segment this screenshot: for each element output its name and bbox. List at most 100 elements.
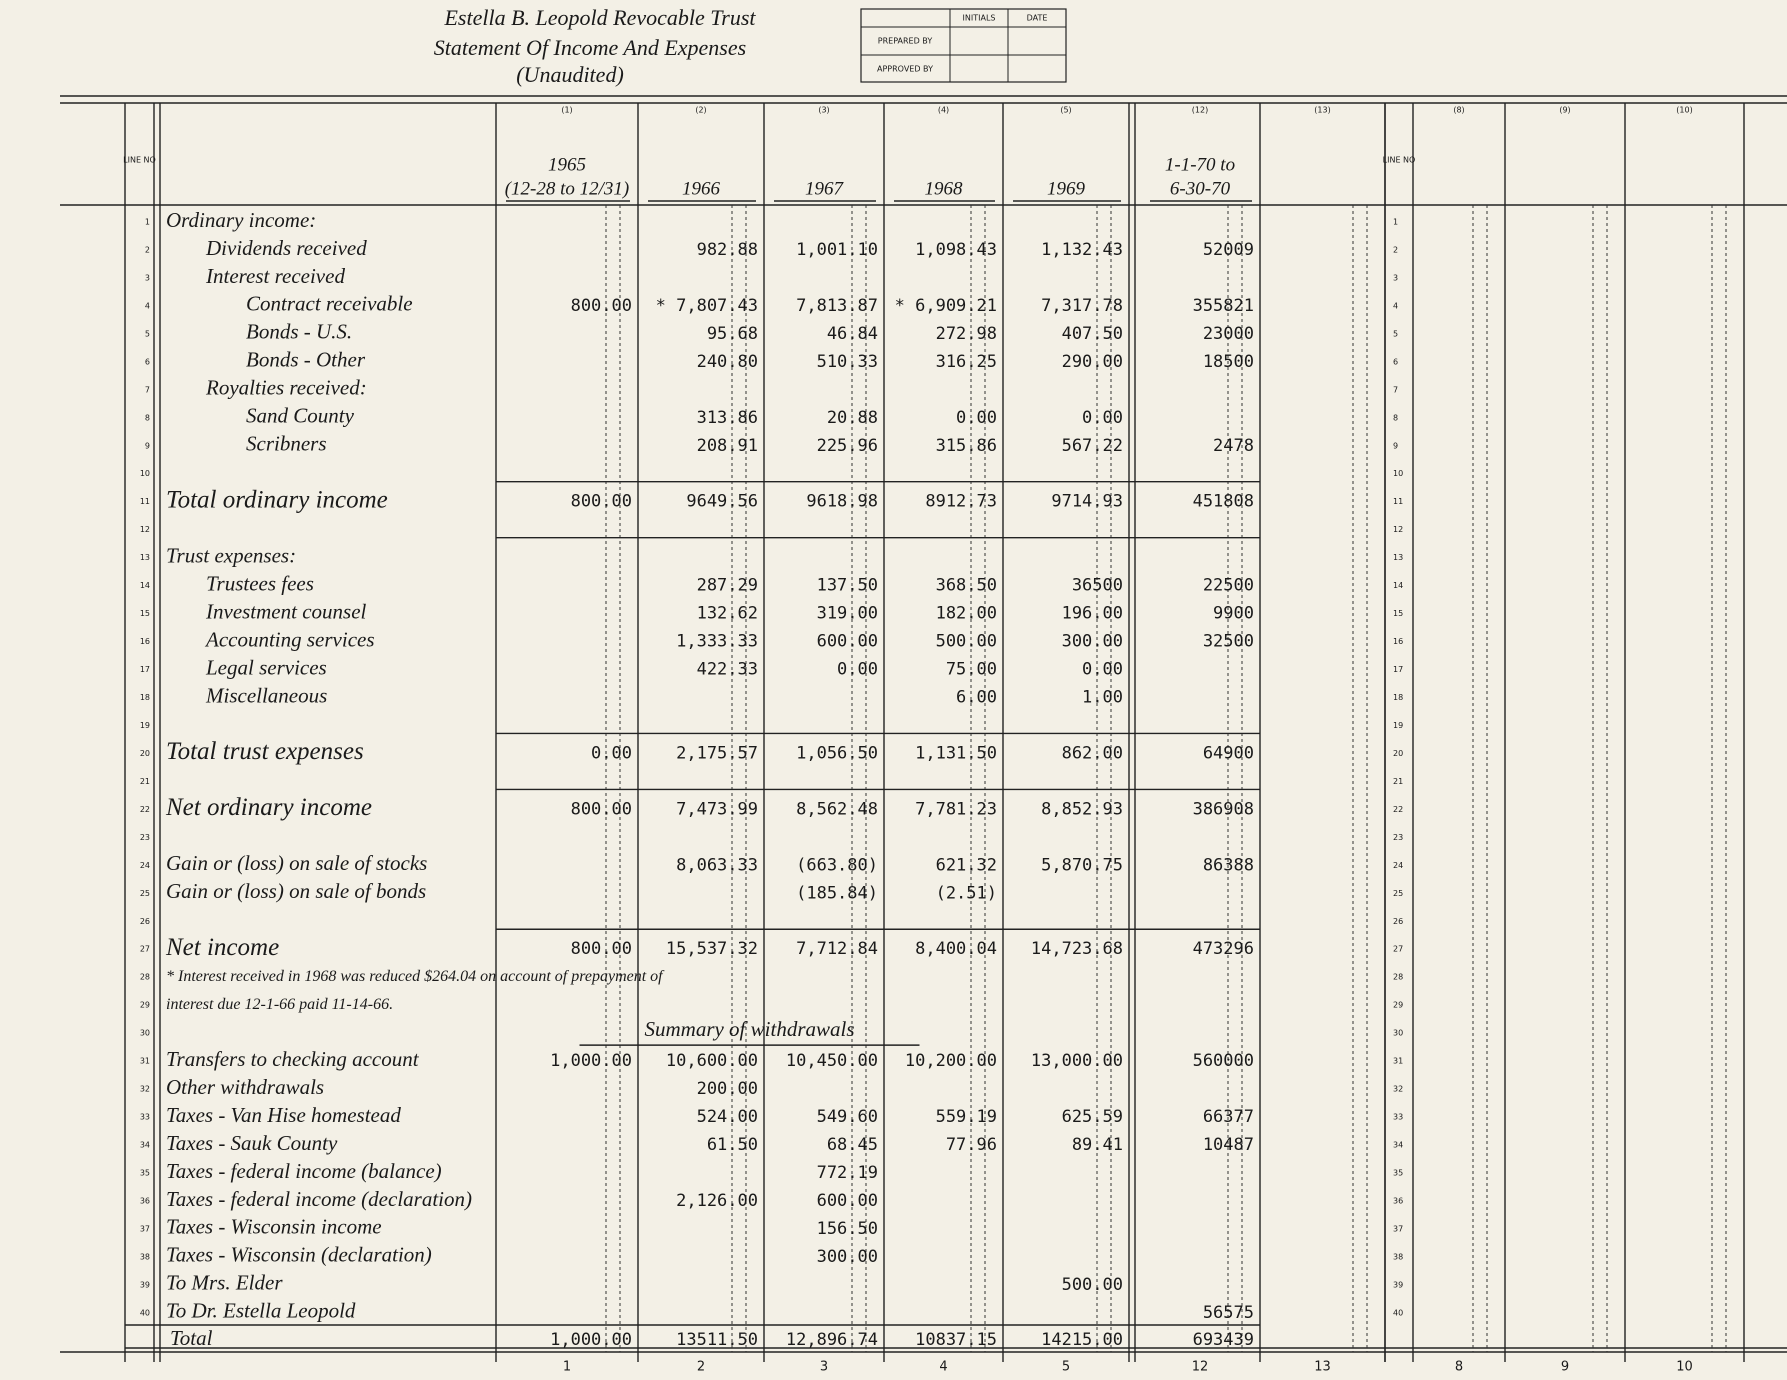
line-number: 4 [145,301,150,310]
footer-number: 3 [820,1360,828,1375]
column-header: 1967 [805,178,845,199]
amount: 621.32 [936,855,997,875]
line-number: 10 [140,469,150,478]
amount: 600.00 [817,1191,878,1211]
signoff-row: APPROVED BY [877,65,933,74]
footer-number: 8 [1455,1360,1463,1375]
line-number: 29 [1393,1001,1403,1010]
line-number: 4 [1393,301,1398,310]
amount: 862.00 [1062,743,1123,763]
amount: 8,400.04 [915,939,997,959]
title-line: Statement Of Income And Expenses [434,35,746,60]
column-number: (10) [1676,106,1692,115]
row-label: Taxes - federal income (balance) [166,1159,442,1183]
line-number: 28 [1393,973,1403,982]
amount: 7,712.84 [796,939,878,959]
row-label: Bonds - U.S. [246,320,352,344]
line-number: 20 [140,749,150,758]
amount: * 7,807.43 [656,296,758,316]
line-number: 40 [1393,1308,1403,1317]
row-label: Taxes - Wisconsin (declaration) [166,1243,432,1267]
amount: 36500 [1072,576,1123,596]
amount: 355821 [1193,296,1254,316]
column-number: (3) [818,106,829,115]
line-number: 12 [140,525,150,534]
line-number: 14 [1393,581,1403,590]
line-number: 8 [1393,413,1398,422]
line-number: 6 [145,357,150,366]
row-label: Gain or (loss) on sale of stocks [166,851,427,875]
line-number: 24 [1393,861,1403,870]
amount: 300.00 [1062,632,1123,652]
amount: 89.41 [1072,1135,1123,1155]
amount: 386908 [1193,799,1254,819]
signoff-box: INITIALS DATE PREPARED BY APPROVED BY [860,8,1067,83]
amount: 13,000.00 [1031,1051,1123,1071]
line-number: 32 [1393,1085,1403,1094]
line-number: 25 [1393,889,1403,898]
line-number: 17 [140,665,150,674]
amount: (185.84) [796,883,878,903]
row-label: To Dr. Estella Leopold [166,1299,356,1323]
line-number: 20 [1393,749,1403,758]
column-number: (8) [1453,106,1464,115]
row-label: Sand County [246,404,355,428]
row-label: Ordinary income: [166,208,316,232]
line-number: 23 [140,833,150,842]
amount: 22500 [1203,576,1254,596]
line-number: 1 [1393,218,1398,227]
line-number: 11 [1393,497,1403,506]
line-number: 37 [1393,1224,1403,1233]
amount: 800.00 [571,799,632,819]
line-number: 39 [140,1280,150,1289]
amount: 1,333.33 [676,632,758,652]
amount: 10,200.00 [905,1051,997,1071]
amount: 272.98 [936,324,997,344]
amount: 510.33 [817,352,878,372]
title-line: (Unaudited) [516,62,624,87]
line-number: 18 [140,693,150,702]
column-number: (2) [695,106,706,115]
line-number: 38 [140,1252,150,1261]
amount: 600.00 [817,632,878,652]
row-label: Miscellaneous [205,683,327,707]
footnote: interest due 12-1-66 paid 11-14-66. [166,996,393,1013]
amount: 196.00 [1062,604,1123,624]
total-amount: 10837.15 [915,1330,997,1350]
amount: 2,126.00 [676,1191,758,1211]
total-label: Total [170,1326,213,1350]
row-label: Taxes - federal income (declaration) [166,1187,472,1211]
amount: 7,813.87 [796,296,878,316]
amount: 64900 [1203,743,1254,763]
amount: 75.00 [946,660,997,680]
amount: 156.50 [817,1219,878,1239]
line-number: 2 [145,245,150,254]
amount: 451808 [1193,492,1254,512]
line-number: 3 [1393,273,1398,282]
row-label: Net ordinary income [165,794,372,821]
amount: 68.45 [827,1135,878,1155]
column-number: (4) [938,106,949,115]
column-number: (5) [1060,106,1071,115]
line-number: 18 [1393,693,1403,702]
footer-number: 13 [1314,1360,1331,1375]
line-number: 14 [140,581,150,590]
amount: 240.80 [697,352,758,372]
row-label: Accounting services [204,627,375,651]
line-number: 12 [1393,525,1403,534]
line-number: 34 [140,1141,150,1150]
total-amount: 693439 [1193,1330,1254,1350]
line-number: 9 [145,441,150,450]
amount: 66377 [1203,1107,1254,1127]
amount: 77.96 [946,1135,997,1155]
amount: 8,063.33 [676,855,758,875]
row-label: Trust expenses: [166,543,296,567]
amount: 319.00 [817,604,878,624]
row-label: Total ordinary income [166,486,388,513]
amount: 560000 [1193,1051,1254,1071]
amount: 23000 [1203,324,1254,344]
amount: 2,175.57 [676,743,758,763]
amount: 9618.98 [806,492,878,512]
